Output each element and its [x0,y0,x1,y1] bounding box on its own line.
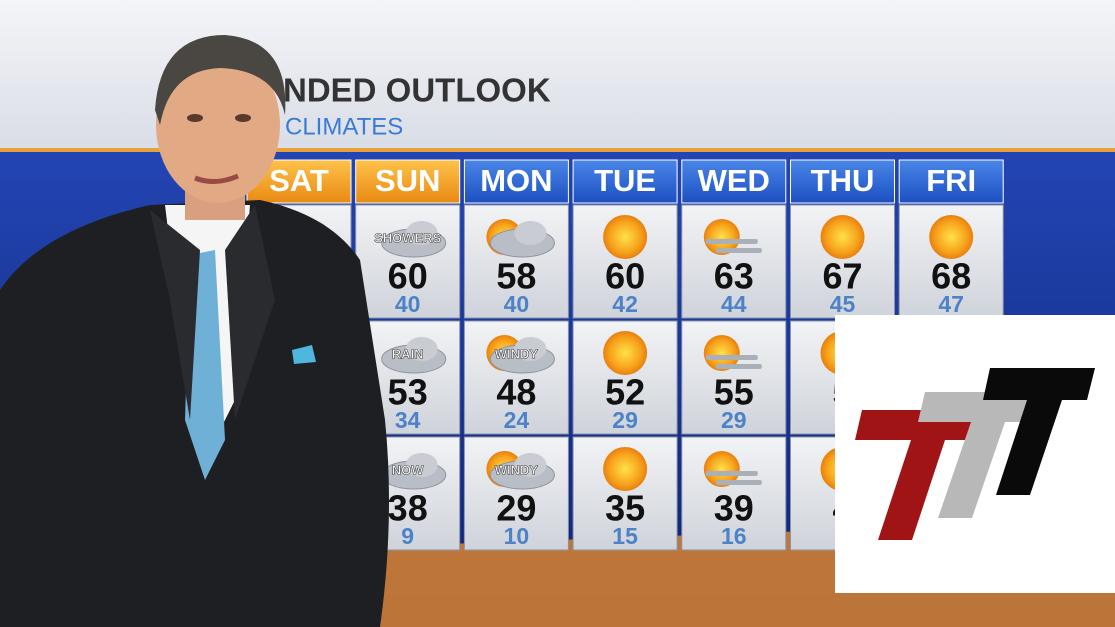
day-header [898,159,1004,204]
sun-icon [603,447,648,491]
day-header [790,159,895,204]
low-temp: 40 [504,291,530,317]
low-temp: 15 [612,523,638,549]
cloud-icon [514,453,547,477]
sun-icon [703,451,740,487]
low-temp: 42 [612,291,638,317]
presenter [0,35,389,627]
condition-label: NOW [392,462,425,477]
high-temp: 35 [605,488,645,529]
high-temp: 58 [496,256,536,297]
low-temp: 24 [504,407,530,433]
haze-icon [705,239,758,244]
condition-label: RAIN [392,346,424,361]
high-temp: 60 [388,256,428,297]
high-temp: 53 [388,372,428,413]
haze-icon [715,480,762,485]
high-temp: 48 [496,372,536,413]
condition-label: SHOWERS [374,230,442,245]
subtitle: CLIMATES [285,113,403,140]
cloud-icon [405,221,438,245]
sun-icon [820,215,865,259]
cloud-icon [405,453,438,477]
sun-icon [603,215,648,259]
haze-icon [715,248,762,253]
low-temp: 29 [612,407,638,433]
low-temp: 10 [504,523,530,549]
high-temp: 39 [714,488,754,529]
cloud-icon [514,221,547,245]
day-header [355,159,461,204]
high-temp: 52 [605,372,645,413]
high-temp: 63 [714,256,754,297]
cloud-icon [405,337,438,361]
forecast-cell [463,436,569,551]
high-temp: 68 [931,256,971,297]
low-temp: 44 [721,291,747,317]
day-label: SAT [269,163,329,198]
high-temp: 29 [496,488,536,529]
cloud-icon [514,337,547,361]
day-label: THU [811,163,875,198]
day-header [572,159,678,204]
condition-label: WINDY [495,346,539,361]
forecast-cell [355,204,461,319]
day-label: MON [480,163,552,198]
day-label: WED [698,163,770,198]
day-label: SUN [375,163,440,198]
sun-icon [703,335,740,371]
low-temp: 29 [721,407,747,433]
high-temp: 67 [822,256,862,297]
sun-icon [703,219,740,255]
station-logo [835,315,1115,593]
day-label: FRI [926,163,976,198]
day-header [681,159,787,204]
low-temp: 9 [401,523,414,549]
condition-label: WINDY [495,462,539,477]
high-temp: 60 [605,256,645,297]
haze-icon [715,364,762,369]
sun-icon [603,331,648,375]
low-temp: 47 [938,291,964,317]
low-temp: 40 [395,291,421,317]
high-temp: 55 [714,372,754,413]
high-temp: 38 [388,488,428,529]
sun-icon [929,215,974,259]
title: NDED OUTLOOK [283,72,551,109]
low-temp: 34 [395,407,421,433]
day-label: TUE [594,163,656,198]
haze-icon [705,471,758,476]
haze-icon [705,355,758,360]
day-header [463,159,569,204]
header-rule [0,148,1115,152]
low-temp: 16 [721,523,747,549]
low-temp: 45 [830,291,856,317]
